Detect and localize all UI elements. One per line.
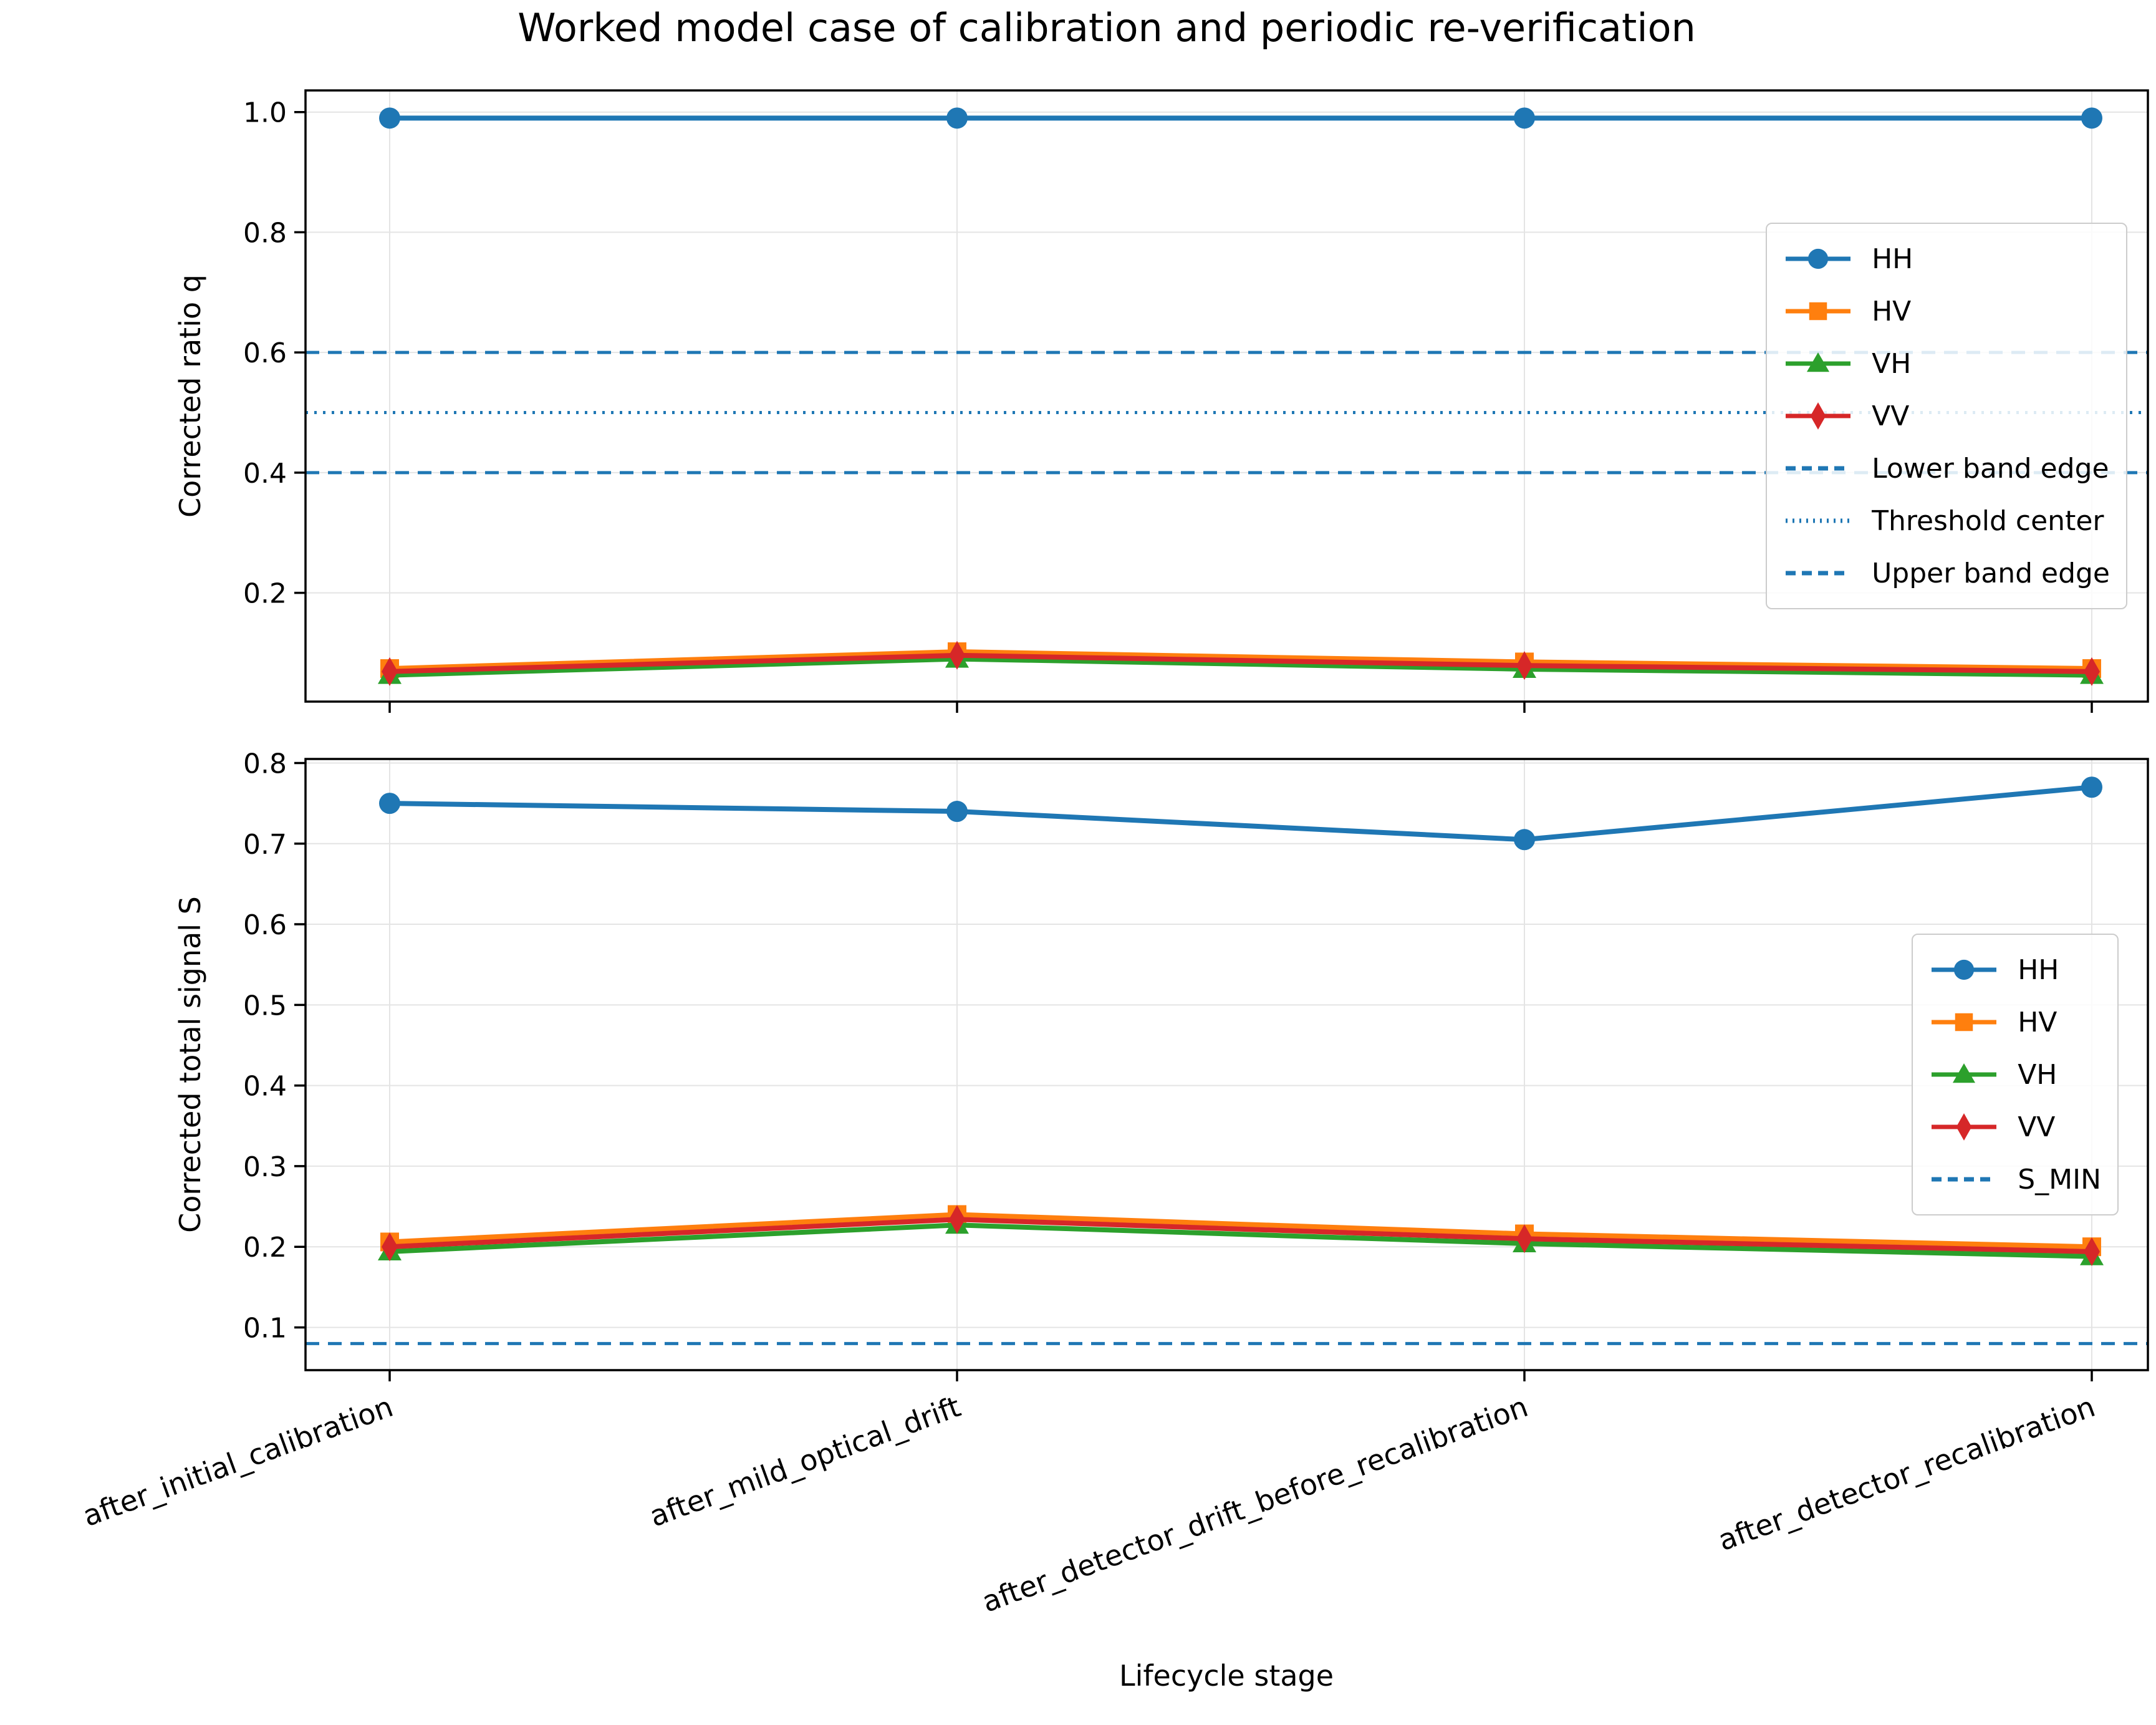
legend-item-hh: HH <box>1783 233 2110 285</box>
chart-title: Worked model case of calibration and per… <box>517 5 1696 51</box>
y-tick-label: 0.7 <box>243 829 287 861</box>
legend-label: HH <box>1872 243 1913 275</box>
legend-item-lower-band-edge: Lower band edge <box>1783 442 2110 495</box>
legend-label: HH <box>2018 954 2059 986</box>
legend-item-vv: VV <box>1783 390 2110 442</box>
diamond-marker-sample-icon <box>1932 1113 1997 1141</box>
circle-marker-sample-icon <box>1786 248 1851 269</box>
diamond-marker-sample-icon <box>1786 402 1851 430</box>
legend-label: VV <box>2018 1111 2056 1143</box>
series-HH-plot-0 <box>379 107 2102 129</box>
square-marker-sample-icon <box>1786 302 1851 321</box>
legend-bottom-plot: HH HV VH VV S_MIN <box>1912 934 2119 1215</box>
triangle-marker-sample-icon <box>1932 1063 1997 1083</box>
triangle-marker-sample-icon <box>1786 352 1851 372</box>
legend-label: Threshold center <box>1872 505 2104 537</box>
legend-label: HV <box>2018 1006 2057 1038</box>
legend-top-plot: HH HV VH VV Lower band edge Threshold center U… <box>1766 223 2127 609</box>
gridlines-plot-1 <box>306 759 2148 1370</box>
axes-spines-plot-0 <box>304 89 2149 703</box>
circle-marker-sample-icon <box>1932 959 1997 980</box>
series-line-VV <box>389 652 2092 674</box>
y-tick-label: 0.4 <box>243 1071 287 1103</box>
y-tick-label: 0.3 <box>243 1151 287 1183</box>
series-VV-plot-1 <box>382 1205 2100 1266</box>
series-line-HV <box>389 649 2092 672</box>
legend-label: VH <box>1872 347 1912 380</box>
y-tick-label: 0.2 <box>243 578 287 610</box>
series-line-HH <box>389 785 2092 843</box>
y-tick-label: 0.6 <box>243 909 287 941</box>
series-line-HV <box>389 1212 2092 1250</box>
line-style-sample-icon <box>1786 466 1851 471</box>
series-HH-plot-1 <box>379 776 2102 851</box>
legend-item-hv: HV <box>1783 285 2110 337</box>
legend-label: HV <box>1872 295 1912 327</box>
y-tick-label: 0.4 <box>243 458 287 490</box>
legend-item-s_min: S_MIN <box>1929 1153 2101 1206</box>
legend-label: Lower band edge <box>1872 452 2109 485</box>
ticks-plot-1: 0.1 0.2 0.3 0.4 0.5 0.6 0.7 0.8 <box>243 748 2093 1381</box>
ticks-plot-0: 0.2 0.4 0.6 0.8 1.0 <box>243 97 2093 713</box>
y-tick-label: 1.0 <box>243 97 287 129</box>
y-tick-label: 0.8 <box>243 748 287 780</box>
series-line-VH <box>389 1222 2092 1259</box>
legend-label: S_MIN <box>2018 1163 2101 1196</box>
legend-label: Upper band edge <box>1872 557 2110 589</box>
y-axis-label-bottom: Corrected total signal S <box>173 896 207 1233</box>
y-tick-label: 0.5 <box>243 990 287 1022</box>
x-axis-label: Lifecycle stage <box>1119 1659 1334 1693</box>
legend-label: VH <box>2018 1058 2057 1091</box>
line-style-sample-icon <box>1786 571 1851 576</box>
y-tick-label: 0.8 <box>243 217 287 249</box>
y-tick-label: 0.2 <box>243 1232 287 1264</box>
legend-item-vh: VH <box>1783 337 2110 390</box>
legend-item-upper-band-edge: Upper band edge <box>1783 547 2110 599</box>
legend-item-hh: HH <box>1929 944 2101 996</box>
series-line-VH <box>389 656 2092 678</box>
legend-item-threshold-center: Threshold center <box>1783 495 2110 547</box>
y-axis-label-top: Corrected ratio q <box>173 274 207 518</box>
series-VV-plot-0 <box>382 640 2100 686</box>
legend-item-vh: VH <box>1929 1048 2101 1101</box>
legend-item-hv: HV <box>1929 996 2101 1048</box>
line-style-sample-icon <box>1932 1177 1997 1182</box>
y-tick-label: 0.1 <box>243 1312 287 1344</box>
axes-spines-plot-1 <box>304 758 2149 1371</box>
y-tick-label: 0.6 <box>243 337 287 369</box>
legend-label: VV <box>1872 400 1910 432</box>
series-line-VV <box>389 1217 2092 1254</box>
legend-item-vv: VV <box>1929 1101 2101 1153</box>
square-marker-sample-icon <box>1932 1013 1997 1032</box>
line-style-sample-icon <box>1786 518 1851 523</box>
